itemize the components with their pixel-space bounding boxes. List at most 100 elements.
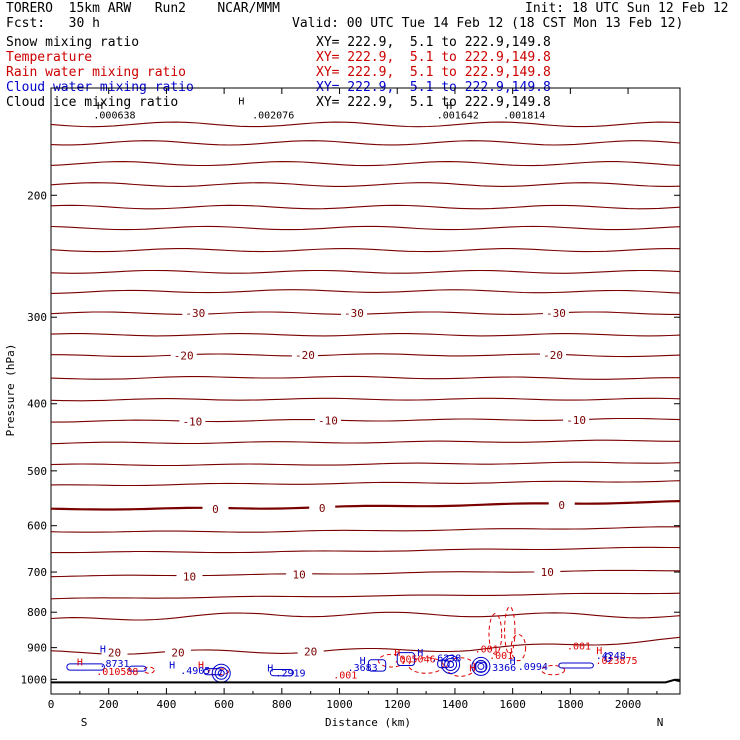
cloud-water-ring [447,661,455,669]
cloud-water-ring [217,669,225,677]
y-tick-label: 200 [27,189,47,202]
cloud-water-contour [396,652,416,666]
y-tick-label: 700 [27,566,47,579]
isotherm-label: 20 [304,646,317,659]
isotherm-label: 10 [293,569,306,582]
mixing-ratio-label: .001 [489,651,513,662]
high-marker: H [417,648,423,659]
temperature-isotherm [50,375,680,380]
field-range-rain: XY= 222.9, 5.1 to 222.9,149.8 [316,65,551,80]
isotherm-label-bg [314,414,341,427]
rain-contour [541,665,566,676]
x-tick-label: 2000 [615,698,642,711]
cloud-water-ring [471,656,491,676]
y-tick-label: 900 [27,642,47,655]
init-time: Init: 18 UTC Sun 12 Feb 12 [525,1,729,16]
cloud-water-contour [475,661,487,673]
cloud-water-contour [367,659,387,672]
x-tick-label: 200 [99,698,119,711]
y-axis-label: Pressure (hPa) [4,344,17,437]
y-tick-label: 300 [27,311,47,324]
cloud-water-contour [66,663,105,671]
high-marker: H [510,656,516,667]
valid-time: Valid: 00 UTC Tue 14 Feb 12 (18 CST Mon … [292,16,684,31]
isotherm-label: -20 [543,349,563,362]
high-marker: H [100,645,106,656]
x-tick-label: 1400 [442,698,469,711]
cloud-water-contours [66,652,612,683]
cloud-water-contour [437,659,450,669]
temperature-isotherm [50,636,681,655]
isotherm-label: -20 [295,349,315,362]
high-marker: H [97,101,103,112]
x-tick-label: 1600 [499,698,526,711]
high-marker: H [238,97,244,108]
isotherm-label: -30 [185,307,205,320]
isotherm-label: -30 [546,307,566,320]
temperature-contours: -30 -30 -30 -20 -20 -20 -10 -10 -10 0 0 0 10 10 10 20 20… [50,121,681,660]
mixing-ratio-label: .3683 [348,663,378,674]
isotherm-label: 20 [171,647,184,660]
field-range-cloud-ice: XY= 222.9, 5.1 to 222.9,149.8 [316,95,551,110]
isotherm-label-bg [170,349,197,362]
isotherm-label: 0 [558,499,565,512]
mixing-ratio-label: .6238 [431,654,461,665]
rain-contour [143,666,155,674]
south-label: S [81,716,88,729]
temperature-isotherm [50,461,681,467]
mixing-ratio-label: .3366 [486,663,516,674]
ground-line [51,678,681,684]
cloud-water-ring [441,655,461,675]
temperature-isotherm [50,526,680,533]
temperature-isotherm [50,248,681,253]
mixing-ratio-label: .4905 [180,666,210,677]
isotherm-label-bg [202,503,229,516]
cloud-water-ring [474,659,488,673]
cloud-water-contour [128,665,147,672]
mixing-ratio-label: .4248 [596,651,626,662]
rain-contour [207,668,229,676]
mixing-ratio-label: .001 [333,671,357,682]
cloud-water-contour [604,653,612,662]
x-tick-label: 1000 [326,698,353,711]
isotherm-label-bg [309,502,336,515]
mixing-ratio-label: .0994 [518,662,548,673]
x-axis-label: Distance (km) [325,716,411,729]
temperature-isotherm [50,121,681,128]
cloud-water-ring [444,658,458,672]
mixing-ratio-label: .023875 [595,656,637,667]
temperature-isotherm [50,569,680,578]
isotherm-label: 0 [212,503,219,516]
mixing-ratio-label: .001814 [503,111,545,122]
temperature-isotherm [50,592,681,600]
isotherm-label: -20 [174,350,194,363]
high-marker: H [198,661,204,672]
field-name-rain: Rain water mixing ratio [6,65,187,80]
field-range-snow: XY= 222.9, 5.1 to 222.9,149.8 [316,35,551,50]
isotherm-label-bg [176,570,203,583]
rain-contour [377,653,405,668]
field-name-cloud-ice: Cloud ice mixing ratio [6,95,179,110]
y-tick-label: 500 [27,465,47,478]
isotherm-label-bg [182,307,209,320]
high-marker: H [267,664,273,675]
x-tick-label: 1800 [557,698,584,711]
temperature-isotherm [50,269,681,274]
rain-contour [504,606,516,655]
cloud-water-contour [269,669,294,677]
isotherm-label-bg [534,566,561,579]
temperature-isotherm [50,204,681,210]
plot-frame [50,87,681,695]
temperature-isotherm [50,397,681,402]
isotherm-label-bg [297,645,324,658]
temperature-isotherm [50,182,681,187]
field-name-temperature: Temperature [6,50,93,65]
isotherm-label: -10 [182,415,202,428]
temperature-isotherm [50,439,680,445]
temperature-isotherm [50,611,681,621]
x-tick-label: 1200 [384,698,411,711]
isotherm-label-bg [286,568,313,581]
isotherm-label-bg [179,415,206,428]
